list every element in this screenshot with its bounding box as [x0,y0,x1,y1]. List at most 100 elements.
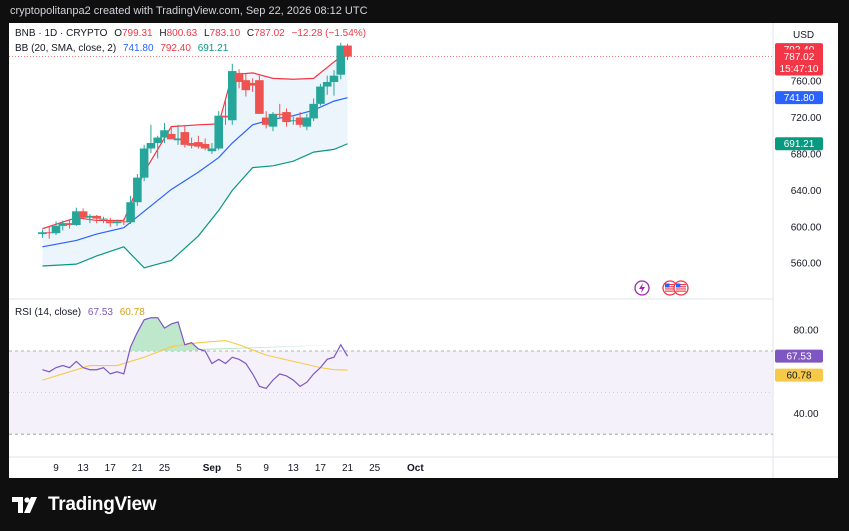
us-flag-event-icon [673,280,689,296]
candle-body [173,138,183,141]
rsi-ma-badge: 60.78 [775,368,823,382]
candle [126,195,135,225]
candle-body [38,232,47,235]
bb-lower-line [42,143,348,269]
candle [268,112,278,132]
bb-label: BB (20, SMA, close, 2) [15,43,117,54]
price-tick-label: 560.00 [791,259,822,270]
rsi-ma-badge-text: 60.78 [786,371,811,382]
price-tick-label: 680.00 [791,149,822,160]
price-badges: 792.40787.0215:47:10741.80691.2167.5360.… [775,43,823,382]
tradingview-logo-icon [12,497,37,513]
candle-body [343,45,352,57]
ohlc-high: H800.63 [159,28,198,39]
candle-body [51,225,61,234]
time-tick-label: 17 [105,463,117,474]
flag-stripe [665,286,675,288]
time-tick-label: Oct [407,463,424,474]
candle [207,143,217,154]
time-tick-label: 9 [263,463,269,474]
candle [187,137,196,149]
chart-canvas[interactable]: 560.00 600.00 640.00 680.00 720.00 760.00 40.0… [9,23,838,478]
bb-upper-value: 792.40 [160,43,191,54]
candle [248,78,257,93]
candle [282,108,291,127]
candle-body [282,112,291,123]
bb-legend[interactable]: BB (20, SMA, close, 2) 741.80 792.40 691… [15,43,232,54]
flag-stripe [676,290,686,292]
time-tick-label: 13 [288,463,300,474]
candle-body [234,72,244,82]
time-tick-label: 25 [159,463,171,474]
candle-body [105,221,115,224]
candle-body [207,148,217,152]
candle [44,226,54,239]
candle-body [214,115,224,149]
candle-body [72,211,81,225]
candle-body [92,215,101,219]
candle-body [187,143,196,146]
candles [38,42,352,239]
time-tick-label: 13 [78,463,90,474]
last-price-text: 787.02 [784,52,815,63]
candle [255,75,264,114]
candle [92,214,101,224]
candle [275,103,285,118]
price-tick-label: 760.00 [791,77,822,88]
candle-body [200,143,210,149]
rsi-value: 67.53 [87,307,113,318]
candle [343,43,352,61]
price-tick-label: 720.00 [791,113,822,124]
rsi-tick-label: 40.00 [793,409,818,420]
symbol-legend[interactable]: BNB · 1D · CRYPTO O799.31 H800.63 L783.1… [15,28,370,39]
candle-body [248,82,257,86]
bb-lower-badge-bg [775,137,823,151]
candle [173,124,183,145]
flag-stripe [665,290,675,292]
price-tick-label: 640.00 [791,186,822,197]
price-change: −12.28 (−1.54%) [291,28,367,39]
candle [51,221,61,235]
rsi-ma-badge-bg [775,368,823,382]
rsi-tick-label: 80.00 [793,326,818,337]
event-icons [634,280,689,296]
candle-body [316,86,325,104]
candle-body [180,132,190,145]
candle [234,69,244,89]
flag-stripe [676,288,686,290]
candle [133,173,142,206]
candle-body [112,221,122,224]
candle [153,135,162,159]
currency-label[interactable]: USD [793,30,815,41]
time-tick-label: Sep [203,463,221,474]
bb-basis-badge-bg [775,91,823,105]
candle [221,99,230,125]
candle [112,219,122,226]
candle [85,214,95,224]
bb-basis-badge-text: 741.80 [784,93,815,104]
candle-body [146,143,156,149]
candle [336,42,346,80]
bb-basis-badge: 741.80 [775,91,823,105]
price-tick-label: 600.00 [791,222,822,233]
candle-body [99,218,108,220]
chart-panel[interactable]: 560.00 600.00 640.00 680.00 720.00 760.00 40.0… [9,23,838,478]
time-tick-label: 25 [369,463,381,474]
candle [227,63,237,125]
candle [261,111,271,129]
tradingview-logo[interactable]: TradingView [12,494,157,516]
candle [241,73,251,97]
candle [78,208,88,220]
lightning-bolt [639,283,645,293]
rsi-badge-text: 67.53 [786,352,811,363]
time-tick-label: 17 [315,463,327,474]
rsi-legend[interactable]: RSI (14, close) 67.53 60.78 [15,307,149,318]
candle-body [255,80,264,114]
bb-lower-value: 691.21 [197,43,229,54]
candle [295,112,305,128]
candle-body [166,133,176,140]
candle [200,138,210,151]
candle [139,144,149,182]
candle-body [275,113,285,115]
